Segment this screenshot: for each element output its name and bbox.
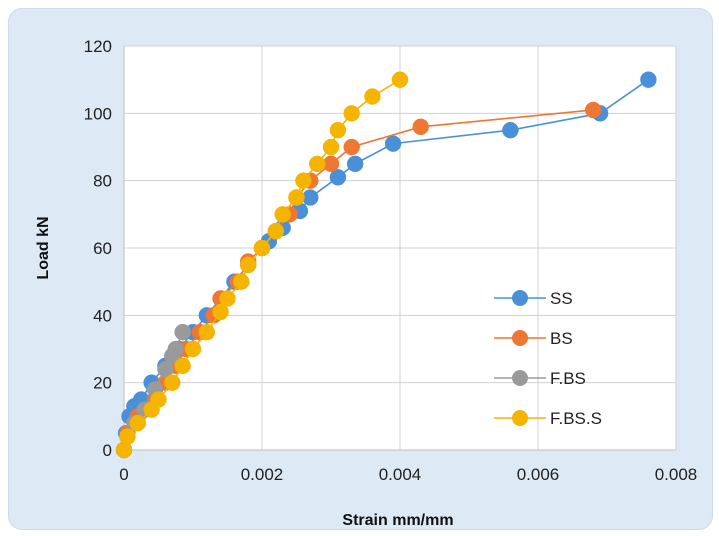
legend-label: F.BS.S	[550, 409, 602, 428]
legend-label: BS	[550, 329, 573, 348]
data-point	[322, 138, 340, 156]
y-axis-title: Load kN	[35, 216, 52, 279]
data-point	[129, 414, 147, 432]
x-tick-label: 0.008	[655, 465, 698, 484]
x-tick-label: 0	[119, 465, 128, 484]
y-tick-label: 0	[103, 441, 112, 460]
legend-marker	[512, 290, 528, 306]
legend-marker	[512, 410, 528, 426]
legend-label: F.BS	[550, 369, 586, 388]
data-point	[253, 239, 271, 257]
data-point	[164, 374, 181, 391]
y-tick-label: 120	[84, 37, 112, 56]
data-point	[198, 323, 216, 341]
data-point	[343, 138, 360, 156]
data-point	[384, 135, 402, 152]
data-point	[308, 155, 326, 173]
data-point	[343, 105, 360, 122]
data-point	[239, 256, 257, 274]
data-point	[584, 101, 602, 119]
data-point	[274, 206, 291, 223]
data-point	[174, 357, 191, 375]
data-point	[167, 340, 184, 358]
y-tick-label: 40	[93, 306, 112, 325]
data-point	[295, 172, 312, 189]
data-point	[212, 303, 229, 321]
data-point	[174, 323, 191, 341]
x-axis-title: Strain mm/mm	[342, 512, 453, 529]
data-point	[391, 71, 409, 88]
y-tick-label: 60	[93, 239, 112, 258]
data-point	[364, 88, 381, 105]
legend-marker	[512, 370, 528, 386]
x-tick-label: 0.004	[379, 465, 422, 484]
legend-marker	[512, 330, 528, 346]
legend-label: SS	[550, 289, 573, 308]
data-point	[288, 189, 305, 206]
x-tick-label: 0.002	[241, 465, 284, 484]
data-point	[329, 169, 347, 186]
y-tick-label: 20	[93, 374, 112, 393]
data-point	[233, 273, 250, 290]
data-point	[640, 71, 657, 88]
data-point	[157, 360, 174, 378]
data-point	[412, 118, 429, 136]
data-point	[329, 121, 347, 139]
data-point	[219, 290, 236, 307]
y-tick-label: 100	[84, 104, 112, 123]
data-point	[502, 121, 519, 139]
data-point	[150, 391, 167, 408]
data-point	[346, 155, 364, 173]
y-tick-label: 80	[93, 172, 112, 191]
data-point	[267, 222, 285, 240]
data-point	[184, 340, 202, 358]
x-tick-label: 0.006	[517, 465, 560, 484]
data-point	[119, 428, 136, 445]
